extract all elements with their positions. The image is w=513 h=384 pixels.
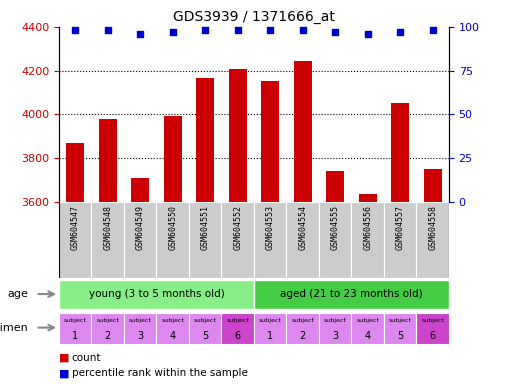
Text: GSM604557: GSM604557	[396, 205, 405, 250]
Bar	[254, 313, 286, 344]
Text: GSM604547: GSM604547	[71, 205, 80, 250]
Text: GSM604550: GSM604550	[168, 205, 177, 250]
Text: subject: subject	[291, 318, 314, 323]
Text: subject: subject	[194, 318, 216, 323]
Text: 6: 6	[429, 331, 436, 341]
Text: GSM604552: GSM604552	[233, 205, 242, 250]
Point	[201, 27, 209, 33]
Bar	[326, 171, 344, 202]
Bar	[131, 177, 149, 202]
Text: 3: 3	[332, 331, 338, 341]
Bar	[384, 313, 417, 344]
Text: 5: 5	[202, 331, 208, 341]
Text: GSM604548: GSM604548	[103, 205, 112, 250]
Point	[266, 27, 274, 33]
Text: subject: subject	[356, 318, 379, 323]
Point	[364, 31, 372, 37]
Bar	[229, 70, 247, 202]
Text: young (3 to 5 months old): young (3 to 5 months old)	[89, 289, 224, 299]
Bar	[124, 313, 156, 344]
Bar	[286, 313, 319, 344]
Text: GSM604555: GSM604555	[331, 205, 340, 250]
Bar	[294, 61, 311, 202]
Point	[233, 27, 242, 33]
Bar	[124, 202, 156, 278]
Bar	[222, 313, 254, 344]
Bar	[59, 280, 254, 310]
Bar	[91, 202, 124, 278]
Bar	[254, 280, 449, 310]
Bar	[351, 202, 384, 278]
Bar	[222, 202, 254, 278]
Bar	[189, 202, 222, 278]
Text: age: age	[7, 289, 28, 299]
Text: subject: subject	[324, 318, 347, 323]
Bar	[391, 103, 409, 202]
Point	[331, 29, 339, 35]
Text: percentile rank within the sample: percentile rank within the sample	[72, 368, 248, 378]
Text: ■: ■	[59, 368, 73, 378]
Title: GDS3939 / 1371666_at: GDS3939 / 1371666_at	[173, 10, 335, 25]
Text: subject: subject	[421, 318, 444, 323]
Point	[136, 31, 144, 37]
Bar	[189, 313, 222, 344]
Bar	[417, 202, 449, 278]
Bar	[59, 313, 91, 344]
Bar	[59, 202, 91, 278]
Text: 1: 1	[267, 331, 273, 341]
Bar	[384, 202, 417, 278]
Bar	[254, 202, 286, 278]
Text: 1: 1	[72, 331, 78, 341]
Bar	[319, 202, 351, 278]
Bar	[417, 313, 449, 344]
Text: GSM604551: GSM604551	[201, 205, 210, 250]
Point	[428, 27, 437, 33]
Point	[396, 29, 404, 35]
Text: subject: subject	[161, 318, 184, 323]
Point	[169, 29, 177, 35]
Bar	[99, 119, 116, 202]
Text: 3: 3	[137, 331, 143, 341]
Text: count: count	[72, 353, 102, 363]
Bar	[359, 194, 377, 202]
Bar	[91, 313, 124, 344]
Text: 4: 4	[365, 331, 371, 341]
Text: 5: 5	[397, 331, 403, 341]
Text: subject: subject	[389, 318, 411, 323]
Text: GSM604553: GSM604553	[266, 205, 274, 250]
Text: 4: 4	[170, 331, 176, 341]
Text: aged (21 to 23 months old): aged (21 to 23 months old)	[280, 289, 423, 299]
Text: subject: subject	[259, 318, 282, 323]
Bar	[156, 313, 189, 344]
Text: GSM604549: GSM604549	[136, 205, 145, 250]
Bar	[196, 78, 214, 202]
Bar	[261, 81, 279, 202]
Point	[104, 27, 112, 33]
Bar	[319, 313, 351, 344]
Text: subject: subject	[64, 318, 87, 323]
Text: 2: 2	[300, 331, 306, 341]
Bar	[424, 169, 442, 202]
Text: GSM604554: GSM604554	[298, 205, 307, 250]
Point	[71, 27, 80, 33]
Text: specimen: specimen	[0, 323, 28, 333]
Point	[299, 27, 307, 33]
Text: subject: subject	[129, 318, 152, 323]
Bar	[164, 116, 182, 202]
Text: subject: subject	[226, 318, 249, 323]
Bar	[66, 142, 84, 202]
Bar	[351, 313, 384, 344]
Text: ■: ■	[59, 353, 73, 363]
Text: subject: subject	[96, 318, 119, 323]
Text: GSM604558: GSM604558	[428, 205, 437, 250]
Text: 2: 2	[105, 331, 111, 341]
Text: 6: 6	[234, 331, 241, 341]
Text: GSM604556: GSM604556	[363, 205, 372, 250]
Bar	[286, 202, 319, 278]
Bar	[156, 202, 189, 278]
